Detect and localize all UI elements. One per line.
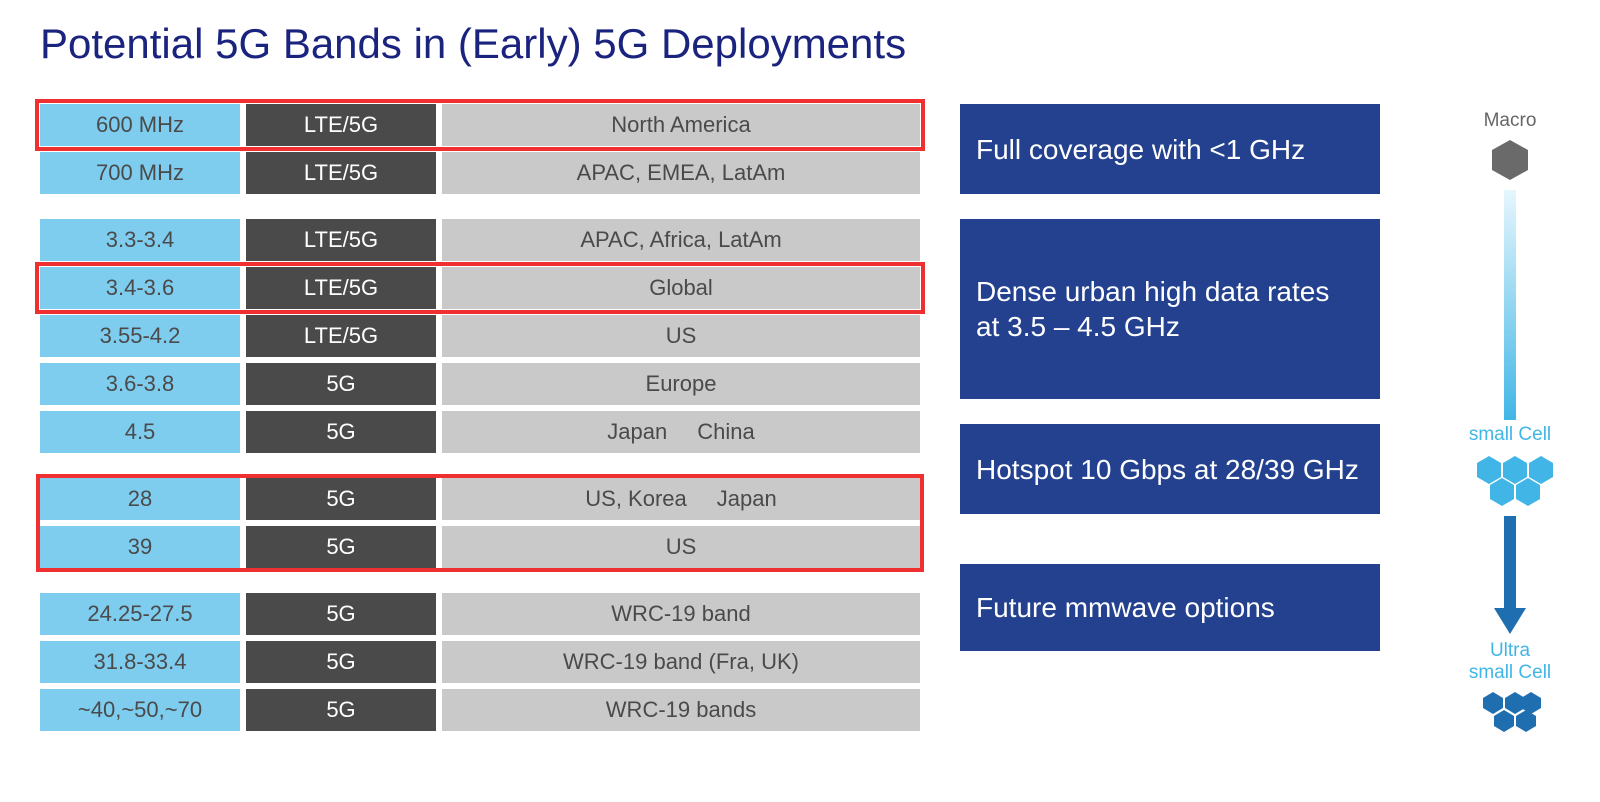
band-group: 285GUS, KoreaJapan 395GUS — [40, 478, 920, 568]
coverage-description: Hotspot 10 Gbps at 28/39 GHz — [960, 424, 1380, 514]
band-cell: 3.3-3.4 — [40, 219, 240, 261]
band-row: 285GUS, KoreaJapan — [40, 478, 920, 520]
band-row: 3.4-3.6LTE/5GGlobal — [40, 267, 920, 309]
region-cell: WRC-19 band — [442, 593, 920, 635]
ultra-label-2: small Cell — [1469, 662, 1551, 684]
tech-cell: LTE/5G — [246, 219, 436, 261]
band-row: 31.8-33.45GWRC-19 band (Fra, UK) — [40, 641, 920, 683]
tech-cell: LTE/5G — [246, 152, 436, 194]
region-cell: APAC, Africa, LatAm — [442, 219, 920, 261]
tech-cell: 5G — [246, 593, 436, 635]
band-cell: 600 MHz — [40, 104, 240, 146]
band-row: 700 MHzLTE/5GAPAC, EMEA, LatAm — [40, 152, 920, 194]
region-cell: WRC-19 bands — [442, 689, 920, 731]
hex-cluster-small-icon — [1465, 454, 1555, 510]
bands-table: 600 MHzLTE/5GNorth America700 MHzLTE/5GA… — [40, 104, 920, 756]
band-row: 395GUS — [40, 526, 920, 568]
band-cell: 28 — [40, 478, 240, 520]
tech-cell: 5G — [246, 478, 436, 520]
tech-cell: 5G — [246, 641, 436, 683]
hex-cluster-ultra-icon — [1475, 690, 1545, 734]
tech-cell: LTE/5G — [246, 267, 436, 309]
region-cell: Global — [442, 267, 920, 309]
blue-arrow-icon — [1490, 516, 1530, 636]
region-cell: US, KoreaJapan — [442, 478, 920, 520]
region-cell: US — [442, 526, 920, 568]
descriptions: Full coverage with <1 GHz Dense urban hig… — [960, 104, 1380, 756]
region-cell: WRC-19 band (Fra, UK) — [442, 641, 920, 683]
band-cell: 24.25-27.5 — [40, 593, 240, 635]
tech-cell: 5G — [246, 363, 436, 405]
slide-title: Potential 5G Bands in (Early) 5G Deploym… — [40, 20, 1560, 68]
hexagon-macro-icon — [1488, 138, 1532, 182]
band-group: 24.25-27.55GWRC-19 band31.8-33.45GWRC-19… — [40, 593, 920, 731]
tech-cell: 5G — [246, 411, 436, 453]
region-cell: APAC, EMEA, LatAm — [442, 152, 920, 194]
region-cell: North America — [442, 104, 920, 146]
coverage-description: Dense urban high data ratesat 3.5 – 4.5 … — [960, 219, 1380, 399]
coverage-description: Full coverage with <1 GHz — [960, 104, 1380, 194]
band-row: 3.55-4.2LTE/5GUS — [40, 315, 920, 357]
band-row: 600 MHzLTE/5GNorth America — [40, 104, 920, 146]
band-row: 4.55GJapanChina — [40, 411, 920, 453]
coverage-description: Future mmwave options — [960, 564, 1380, 651]
tech-cell: 5G — [246, 689, 436, 731]
content: 600 MHzLTE/5GNorth America700 MHzLTE/5GA… — [40, 104, 1560, 756]
band-row: ~40,~50,~705GWRC-19 bands — [40, 689, 920, 731]
tech-cell: LTE/5G — [246, 104, 436, 146]
cell-size-sidebar: Macro small Cell — [1440, 110, 1580, 734]
band-cell: 3.55-4.2 — [40, 315, 240, 357]
small-cell-label: small Cell — [1469, 424, 1551, 446]
tech-cell: LTE/5G — [246, 315, 436, 357]
band-cell: 3.4-3.6 — [40, 267, 240, 309]
band-cell: 3.6-3.8 — [40, 363, 240, 405]
band-cell: 700 MHz — [40, 152, 240, 194]
tech-cell: 5G — [246, 526, 436, 568]
band-group: 600 MHzLTE/5GNorth America 700 MHzLTE/5GA… — [40, 104, 920, 194]
band-row: 3.6-3.85GEurope — [40, 363, 920, 405]
gradient-arrow-icon — [1495, 190, 1525, 420]
region-cell: US — [442, 315, 920, 357]
band-row: 24.25-27.55GWRC-19 band — [40, 593, 920, 635]
region-cell: JapanChina — [442, 411, 920, 453]
region-cell: Europe — [442, 363, 920, 405]
macro-label: Macro — [1484, 110, 1537, 132]
band-cell: 4.5 — [40, 411, 240, 453]
band-cell: ~40,~50,~70 — [40, 689, 240, 731]
band-cell: 31.8-33.4 — [40, 641, 240, 683]
band-group: 3.3-3.4LTE/5GAPAC, Africa, LatAm3.4-3.6L… — [40, 219, 920, 453]
band-cell: 39 — [40, 526, 240, 568]
band-row: 3.3-3.4LTE/5GAPAC, Africa, LatAm — [40, 219, 920, 261]
ultra-label-1: Ultra — [1490, 640, 1530, 662]
